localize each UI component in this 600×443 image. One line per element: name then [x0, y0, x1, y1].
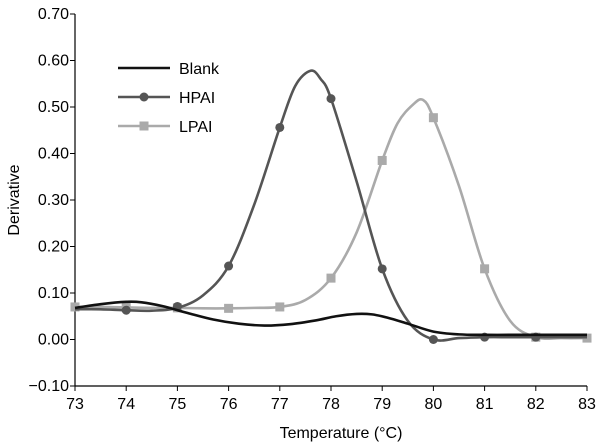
legend-label-lpai: LPAI	[179, 119, 213, 136]
y-tick-label: 0.20	[38, 239, 69, 256]
data-point-lpai	[326, 273, 336, 283]
data-point-hpai	[377, 264, 387, 274]
data-point-lpai	[428, 113, 438, 123]
axes: −0.10 0.00 0.10 0.20 0.30 0.40 0.50 0.60 0.70 73 7…	[29, 6, 596, 413]
y-tick-label: −0.10	[29, 378, 70, 395]
y-tick-label: 0.10	[38, 285, 69, 302]
x-tick-label: 77	[271, 396, 289, 413]
series-blank	[74, 300, 587, 337]
data-point-hpai	[326, 94, 336, 104]
x-tick-label: 80	[425, 396, 443, 413]
data-point-lpai	[377, 155, 387, 165]
series-lpai	[70, 97, 592, 343]
data-point-hpai	[275, 122, 285, 132]
x-tick-label: 78	[322, 396, 340, 413]
x-tick-label: 81	[476, 396, 494, 413]
legend-marker-hpai	[139, 92, 149, 102]
series-line-blank	[74, 300, 587, 337]
y-tick-label: 0.60	[38, 53, 69, 70]
data-point-lpai	[480, 264, 490, 274]
legend-label-blank: Blank	[179, 61, 220, 78]
y-axis-title: Derivative	[6, 164, 23, 235]
x-tick-label: 75	[169, 396, 187, 413]
data-point-hpai	[428, 335, 438, 344]
legend-marker-lpai	[139, 121, 149, 131]
x-tick-label: 74	[117, 396, 135, 413]
x-axis-title: Temperature (°C)	[280, 425, 403, 442]
y-tick-label: 0.30	[38, 192, 69, 209]
x-tick-label: 83	[578, 396, 596, 413]
data-point-hpai	[121, 305, 131, 315]
legend-item-hpai: HPAI	[118, 90, 215, 107]
series-layer	[70, 69, 592, 344]
series-line-hpai	[74, 69, 588, 342]
data-point-lpai	[224, 303, 234, 313]
x-tick-label: 79	[373, 396, 391, 413]
legend-label-hpai: HPAI	[179, 90, 215, 107]
y-tick-label: 0.00	[38, 332, 69, 349]
x-tick-label: 76	[220, 396, 238, 413]
legend: Blank HPAI LPAI	[118, 61, 220, 136]
legend-item-blank: Blank	[118, 61, 220, 78]
data-point-hpai	[224, 261, 234, 271]
legend-item-lpai: LPAI	[118, 119, 213, 136]
y-tick-label: 0.70	[38, 6, 69, 23]
x-tick-label: 73	[66, 396, 84, 413]
data-point-lpai	[275, 302, 285, 312]
y-tick-label: 0.50	[38, 99, 69, 116]
x-tick-label: 82	[527, 396, 545, 413]
y-tick-label: 0.40	[38, 146, 69, 163]
